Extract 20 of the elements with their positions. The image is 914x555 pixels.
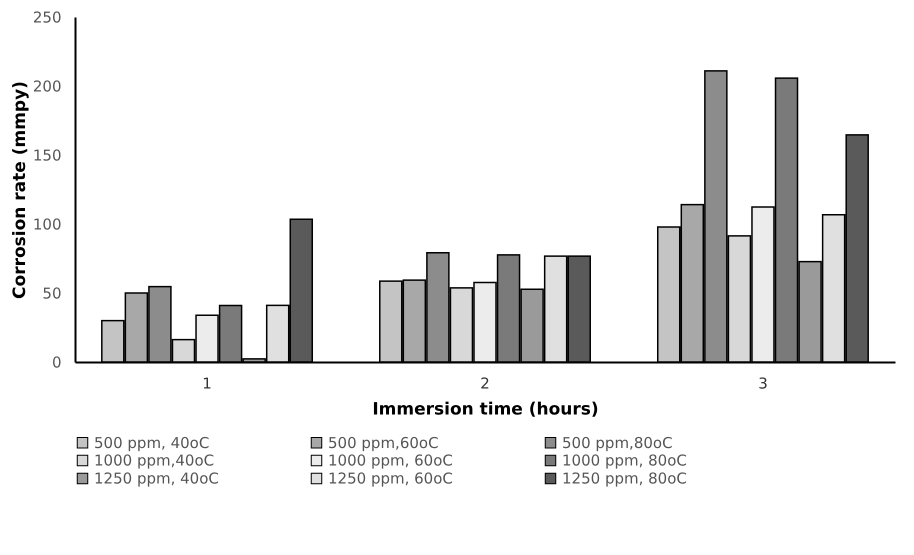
- y-tick-label: 150: [32, 146, 62, 164]
- y-tick-label: 100: [32, 216, 62, 234]
- legend-label: 500 ppm,80oC: [562, 434, 673, 452]
- y-tick-label: 250: [32, 8, 62, 26]
- y-tick-label: 50: [42, 284, 62, 302]
- legend-label: 1250 ppm, 60oC: [328, 470, 453, 488]
- y-tick-label: 200: [32, 78, 62, 96]
- legend-label: 1250 ppm, 40oC: [94, 470, 219, 488]
- x-axis-title: Immersion time (hours): [372, 400, 599, 420]
- legend-label: 500 ppm,60oC: [328, 434, 439, 452]
- x-tick-label: 2: [480, 374, 490, 392]
- legend-label: 1000 ppm,40oC: [94, 452, 214, 470]
- legend-label: 500 ppm, 40oC: [94, 434, 210, 452]
- x-tick-label: 1: [202, 374, 212, 392]
- legend-label: 1000 ppm, 80oC: [562, 452, 687, 470]
- x-tick-label: 3: [758, 374, 768, 392]
- legend-label: 1250 ppm, 80oC: [562, 470, 687, 488]
- y-axis-title: Corrosion rate (mmpy): [10, 81, 30, 299]
- legend-label: 1000 ppm, 60oC: [328, 452, 453, 470]
- y-tick-label: 0: [52, 354, 62, 372]
